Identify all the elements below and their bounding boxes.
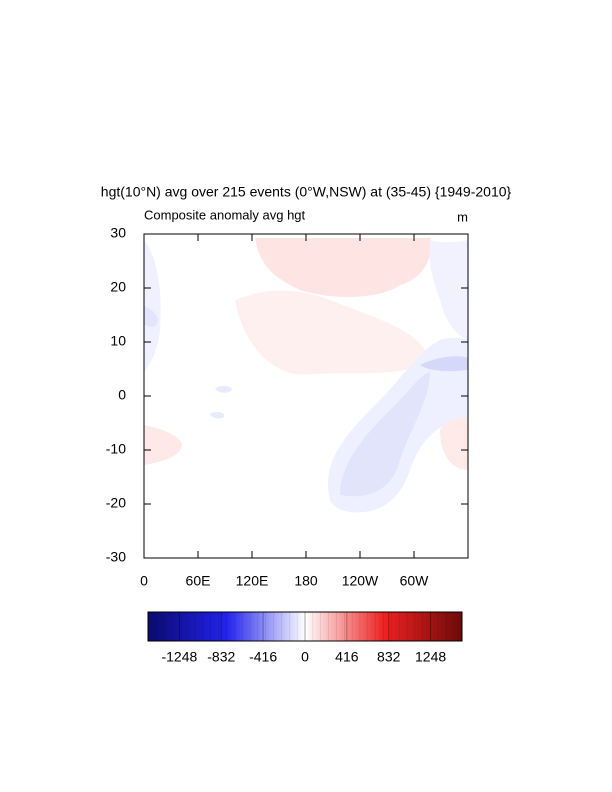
y-tick-label: -10: [106, 441, 126, 457]
chart-title: hgt(10°N) avg over 215 events (0°W,NSW) …: [101, 184, 512, 200]
field: [144, 238, 468, 513]
x-tick-label: 0: [140, 573, 148, 589]
y-tick-label: 30: [110, 225, 126, 241]
colorbar-label: -832: [207, 649, 235, 665]
x-tick-label: 180: [294, 573, 318, 589]
x-tick-label: 120E: [236, 573, 269, 589]
units: m: [457, 209, 468, 224]
x-tick-label: 60E: [186, 573, 211, 589]
colorbar-label: 1248: [415, 649, 446, 665]
colorbar-label: 0: [301, 649, 309, 665]
x-tick-label: 120W: [342, 573, 379, 589]
colorbar-label: 416: [335, 649, 359, 665]
colorbar-label: 832: [377, 649, 401, 665]
y-tick-label: -20: [106, 495, 126, 511]
y-tick-label: -30: [106, 549, 126, 565]
y-tick-label: 0: [118, 387, 126, 403]
subtitle: Composite anomaly avg hgt: [144, 207, 306, 222]
colorbar: [147, 611, 463, 642]
x-tick-label: 60W: [400, 573, 430, 589]
y-tick-label: 20: [110, 279, 126, 295]
colorbar-label: -416: [249, 649, 277, 665]
colorbar-label: -1248: [161, 649, 197, 665]
y-tick-label: 10: [110, 333, 126, 349]
